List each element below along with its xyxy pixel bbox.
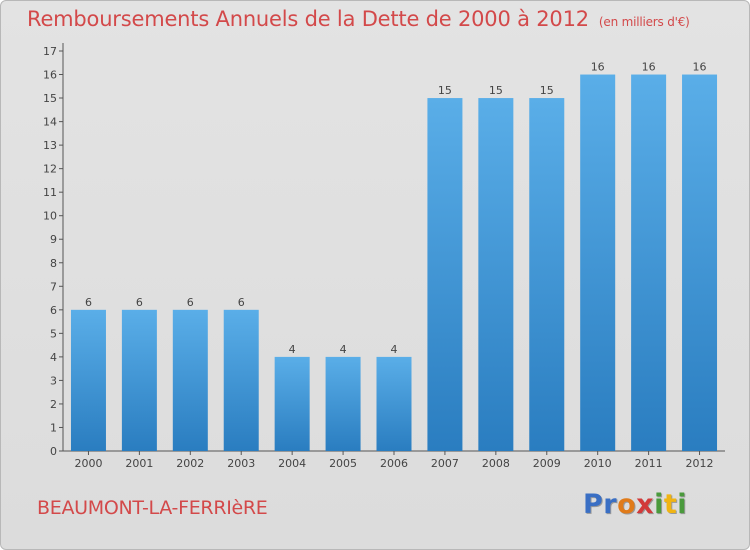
bar (70, 309, 106, 451)
bar-value-label: 4 (340, 343, 347, 356)
y-tick-label: 1 (50, 421, 57, 434)
bars: 6 6 6 6 4 4 4 15 15 15 16 16 16 (70, 61, 718, 451)
bar-value-label: 6 (136, 296, 143, 309)
bar-value-label: 15 (438, 84, 452, 97)
y-tick-label: 15 (43, 92, 57, 105)
y-tick-label: 5 (50, 327, 57, 340)
logo-part: i (654, 489, 664, 520)
bar (121, 309, 157, 451)
y-tick-label: 10 (43, 210, 57, 223)
bar (274, 356, 310, 451)
x-tick-label: 2011 (635, 457, 663, 470)
bar-value-label: 6 (238, 296, 245, 309)
y-tick-label: 3 (50, 374, 57, 387)
logo-part: o (617, 489, 637, 520)
bar-value-label: 16 (591, 61, 605, 74)
x-tick-label: 2002 (176, 457, 204, 470)
bar (631, 74, 667, 451)
chart-title-text: Remboursements Annuels de la Dette de 20… (27, 7, 589, 31)
proxiti-logo: Proxiti (583, 489, 687, 520)
logo-part: x (636, 489, 655, 520)
x-tick-label: 2003 (227, 457, 255, 470)
y-tick-label: 16 (43, 69, 57, 82)
bar (172, 309, 208, 451)
y-tick-label: 6 (50, 304, 57, 317)
bar (682, 74, 718, 451)
chart-title: Remboursements Annuels de la Dette de 20… (27, 7, 690, 31)
commune-name: BEAUMONT-LA-FERRIèRE (37, 497, 268, 519)
y-tick-label: 8 (50, 257, 57, 270)
y-tick-label: 17 (43, 45, 57, 58)
x-tick-label: 2000 (74, 457, 102, 470)
bar-value-label: 16 (642, 61, 656, 74)
x-tick-label: 2008 (482, 457, 510, 470)
y-tick-label: 13 (43, 139, 57, 152)
y-tick-label: 7 (50, 280, 57, 293)
y-tick-label: 14 (43, 116, 57, 129)
bar (478, 98, 514, 451)
x-tick-label: 2004 (278, 457, 306, 470)
x-tick-label: 2009 (533, 457, 561, 470)
y-tick-label: 0 (50, 445, 57, 458)
bar-value-label: 6 (85, 296, 92, 309)
x-tick-label: 2012 (686, 457, 714, 470)
y-tick-label: 11 (43, 186, 57, 199)
logo-part: t (663, 489, 678, 520)
x-tick-label: 2007 (431, 457, 459, 470)
x-tick-label: 2006 (380, 457, 408, 470)
bar-value-label: 6 (187, 296, 194, 309)
bar-value-label: 15 (489, 84, 503, 97)
logo-part: Pr (583, 489, 618, 520)
x-tick-label: 2001 (125, 457, 153, 470)
x-tick-label: 2005 (329, 457, 357, 470)
bar-value-label: 16 (693, 61, 707, 74)
bar (580, 74, 616, 451)
logo-part: i (677, 489, 688, 520)
bar-value-label: 4 (391, 343, 398, 356)
y-tick-label: 2 (50, 398, 57, 411)
bar (376, 356, 412, 451)
bar (529, 98, 565, 451)
y-tick-label: 9 (50, 233, 57, 246)
y-tick-label: 4 (50, 351, 57, 364)
y-tick-label: 12 (43, 163, 57, 176)
unit-note: (en milliers d'€) (598, 15, 690, 29)
bar-value-label: 15 (540, 84, 554, 97)
bar (325, 356, 361, 451)
bar (427, 98, 463, 451)
bar (223, 309, 259, 451)
x-tick-label: 2010 (584, 457, 612, 470)
bar-value-label: 4 (289, 343, 296, 356)
